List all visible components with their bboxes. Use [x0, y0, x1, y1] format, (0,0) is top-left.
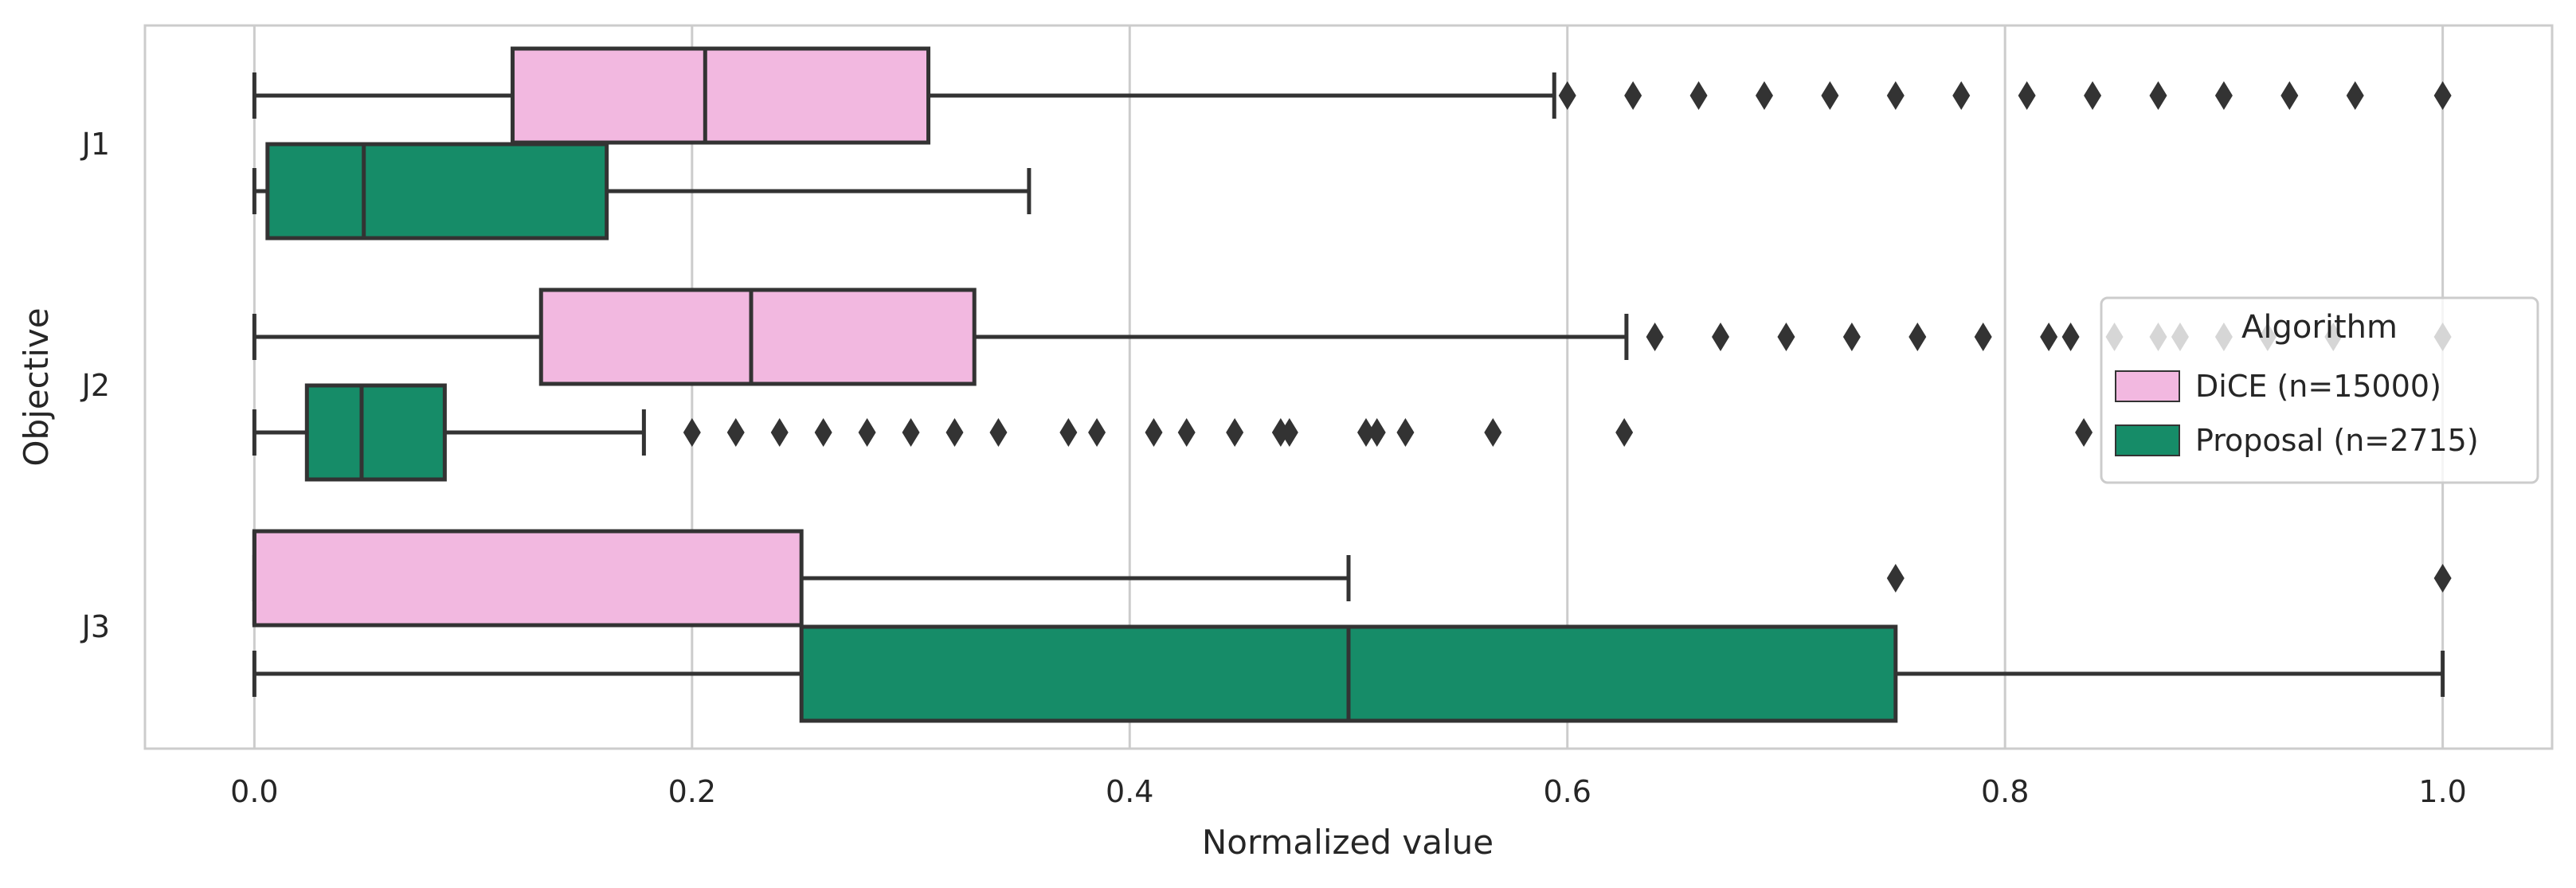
legend-entry-label: Proposal (n=2715) [2195, 423, 2479, 458]
outlier-point [770, 418, 789, 447]
x-tick-label: 0.4 [1106, 774, 1153, 809]
box-J3-dice [252, 529, 2452, 628]
outlier-point [1842, 323, 1861, 351]
box-J3-proposal [252, 624, 2445, 723]
legend-frame [2100, 296, 2539, 484]
outlier-point [1646, 323, 1664, 351]
box-J1-dice [252, 46, 2452, 145]
outlier-point [1558, 81, 1576, 110]
box-series-layer [252, 46, 2452, 723]
y-tick-label: J3 [80, 609, 110, 644]
outlier-point [814, 418, 832, 447]
outlier-point [1952, 81, 1971, 110]
x-tick-label: 0.0 [230, 774, 278, 809]
outlier-point [2433, 564, 2452, 593]
outlier-point [1886, 564, 1905, 593]
outlier-point [1088, 418, 1106, 447]
outlier-point [2084, 81, 2102, 110]
outlier-point [683, 418, 701, 447]
outlier-point [2433, 81, 2452, 110]
y-tick-label: J1 [80, 127, 110, 162]
legend-swatch [2115, 370, 2180, 402]
outlier-point [1177, 418, 1196, 447]
outlier-point [1357, 418, 1375, 447]
y-tick-label: J2 [80, 368, 110, 403]
y-axis-label: Objective [17, 307, 56, 466]
outlier-point [945, 418, 964, 447]
legend: Algorithm DiCE (n=15000) Proposal (n=2715) [2100, 296, 2539, 484]
outlier-point [2346, 81, 2364, 110]
outlier-point [2061, 323, 2080, 351]
outlier-point [2280, 81, 2299, 110]
legend-swatch [2115, 424, 2180, 456]
box-J2-proposal [252, 383, 2093, 482]
outlier-point [2214, 81, 2233, 110]
outlier-point [902, 418, 920, 447]
iqr-box [538, 288, 977, 386]
outlier-point [726, 418, 745, 447]
outlier-point [1755, 81, 1773, 110]
outlier-point [2075, 418, 2093, 447]
outlier-point [1145, 418, 1163, 447]
outlier-point [1712, 323, 1730, 351]
legend-entry-label: DiCE (n=15000) [2195, 369, 2441, 404]
outlier-point [1059, 418, 1078, 447]
y-tick-labels: J1 J2 J3 [80, 127, 110, 644]
outlier-point [858, 418, 876, 447]
outlier-point [1689, 81, 1708, 110]
outlier-point [989, 418, 1008, 447]
outlier-point [1886, 81, 1905, 110]
iqr-box [252, 529, 804, 628]
iqr-box [511, 46, 931, 145]
iqr-box [265, 142, 609, 241]
x-tick-label: 1.0 [2418, 774, 2466, 809]
outlier-point [2149, 81, 2167, 110]
iqr-box [304, 383, 447, 482]
outlier-point [1821, 81, 1839, 110]
outlier-point [1368, 418, 1386, 447]
outlier-point [1280, 418, 1298, 447]
outlier-point [1777, 323, 1795, 351]
outlier-point [1909, 323, 1927, 351]
box-J1-proposal [252, 142, 1032, 241]
x-tick-label: 0.8 [1981, 774, 2029, 809]
plot-area-frame [143, 24, 2554, 750]
legend-title: Algorithm [2241, 309, 2398, 346]
outlier-point [1624, 81, 1642, 110]
outlier-point [1974, 323, 1992, 351]
outlier-point [1226, 418, 1244, 447]
outlier-point [2018, 81, 2036, 110]
x-tick-labels: 0.0 0.2 0.4 0.6 0.8 1.0 [230, 774, 2467, 809]
outlier-point [1396, 418, 1415, 447]
x-tick-label: 0.2 [668, 774, 716, 809]
x-axis-label: Normalized value [1202, 823, 1494, 862]
outlier-point [2040, 323, 2058, 351]
x-tick-label: 0.6 [1544, 774, 1591, 809]
outlier-point [1484, 418, 1502, 447]
outlier-point [1615, 418, 1634, 447]
